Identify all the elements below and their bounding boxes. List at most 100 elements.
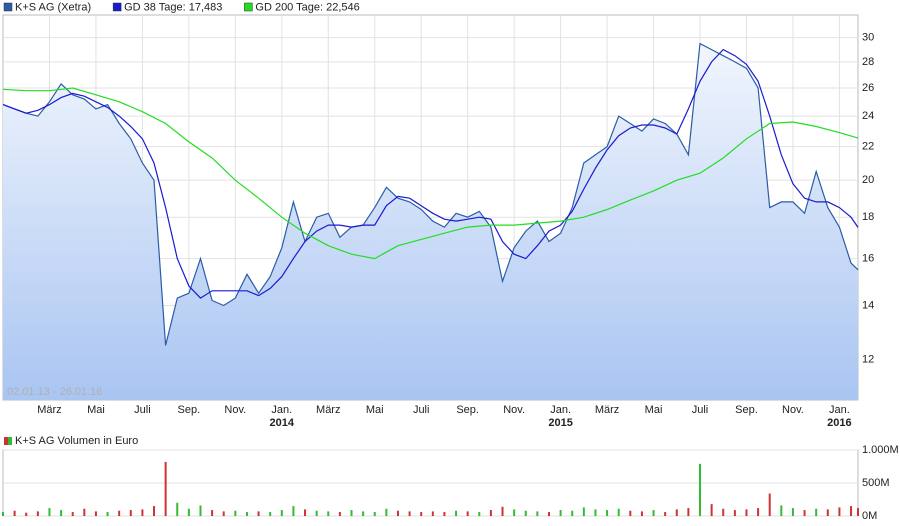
volume-bar — [501, 506, 504, 516]
x-tick-label: Nov. — [782, 404, 804, 416]
volume-bar — [350, 510, 353, 516]
x-tick-label: Jan. — [550, 404, 571, 416]
volume-bar — [536, 511, 539, 516]
volume-bar — [582, 507, 585, 516]
volume-bar — [768, 493, 771, 516]
volume-bar — [826, 509, 829, 516]
volume-bar — [129, 510, 132, 516]
volume-bar — [257, 511, 260, 516]
volume-bar — [71, 512, 74, 516]
volume-bar — [118, 510, 121, 516]
volume-bar — [83, 508, 86, 516]
volume-bar — [629, 510, 632, 516]
y-tick-label: 20 — [862, 174, 874, 186]
volume-bar — [640, 511, 643, 516]
volume-bar — [617, 508, 620, 516]
volume-bar — [722, 508, 725, 516]
volume-bar — [327, 511, 330, 516]
volume-bar — [733, 510, 736, 516]
x-tick-label: Nov. — [503, 404, 525, 416]
volume-bar — [815, 508, 818, 516]
volume-bar — [141, 509, 144, 516]
volume-bar — [292, 506, 295, 516]
volume-bar — [315, 510, 318, 516]
volume-bar — [524, 510, 527, 516]
legend-swatch — [112, 2, 122, 12]
volume-bar — [489, 510, 492, 516]
panel-title: K+S AG Volumen in Euro — [15, 435, 138, 447]
volume-bar — [176, 502, 179, 516]
y-tick-label: 14 — [862, 299, 874, 311]
volume-bar — [455, 510, 458, 516]
volume-bar — [153, 506, 156, 516]
legend-swatch — [4, 437, 8, 445]
volume-bar — [60, 510, 63, 516]
x-tick-label: Juli — [134, 404, 151, 416]
y-tick-label: 22 — [862, 141, 874, 153]
y-tick-label: 12 — [862, 354, 874, 366]
volume-bar — [478, 512, 481, 516]
volume-bar — [431, 511, 434, 516]
volume-bar — [466, 511, 469, 516]
volume-bar — [408, 511, 411, 516]
volume-bar — [385, 508, 388, 516]
x-tick-label: Nov. — [224, 404, 246, 416]
x-tick-label: Mai — [366, 404, 384, 416]
x-tick-label: Sep. — [456, 404, 479, 416]
volume-bar — [420, 512, 423, 516]
x-tick-label: März — [595, 404, 619, 416]
volume-bar — [338, 512, 341, 516]
volume-bar — [857, 508, 859, 516]
volume-bar — [675, 509, 678, 516]
legend-label: GD 38 Tage: 17,483 — [124, 1, 222, 13]
x-tick-label: Mai — [645, 404, 663, 416]
volume-bar — [164, 461, 167, 516]
volume-bar — [594, 509, 597, 516]
volume-bar — [687, 508, 690, 516]
date-range: 02.01.13 - 26.01.16 — [7, 386, 102, 398]
series-line — [2, 87, 859, 260]
y-tick-label: 28 — [862, 56, 874, 68]
volume-bar — [803, 510, 806, 516]
volume-bar — [222, 511, 225, 516]
volume-bar — [443, 512, 446, 516]
y-tick-label: 24 — [862, 110, 874, 122]
volume-bar — [280, 510, 283, 516]
x-year-label: 2015 — [548, 417, 572, 429]
x-tick-label: Juli — [692, 404, 709, 416]
series-line — [2, 48, 859, 299]
volume-bar — [2, 512, 4, 516]
volume-bar — [699, 463, 702, 516]
y-tick-label: 18 — [862, 211, 874, 223]
volume-bar — [373, 512, 376, 516]
x-tick-label: März — [37, 404, 61, 416]
volume-bar — [652, 510, 655, 516]
price-area — [3, 43, 858, 400]
volume-bar — [36, 511, 39, 516]
x-tick-label: Juli — [413, 404, 430, 416]
volume-bar — [547, 512, 550, 516]
volume-bar — [571, 510, 574, 516]
legend-label: GD 200 Tage: 22,546 — [255, 1, 359, 13]
legend-swatch — [8, 437, 12, 445]
y-tick-label: 30 — [862, 32, 874, 44]
volume-bar — [362, 511, 365, 516]
volume-bar — [780, 505, 783, 516]
volume-bar — [234, 510, 237, 516]
y-tick-label: 0M — [862, 510, 877, 522]
volume-bar — [187, 508, 190, 516]
x-tick-label: März — [316, 404, 340, 416]
volume-bar — [664, 512, 667, 516]
volume-bar — [838, 507, 841, 516]
legend-swatch — [3, 2, 13, 12]
volume-bar — [25, 512, 28, 516]
x-tick-label: Sep. — [178, 404, 201, 416]
legend-label: K+S AG (Xetra) — [15, 1, 91, 13]
legend-swatch — [244, 2, 253, 12]
volume-bar — [269, 512, 272, 516]
volume-bar — [396, 510, 399, 516]
volume-bar — [245, 512, 248, 516]
y-tick-label: 16 — [862, 253, 874, 265]
y-tick-label: 500M — [862, 477, 890, 489]
